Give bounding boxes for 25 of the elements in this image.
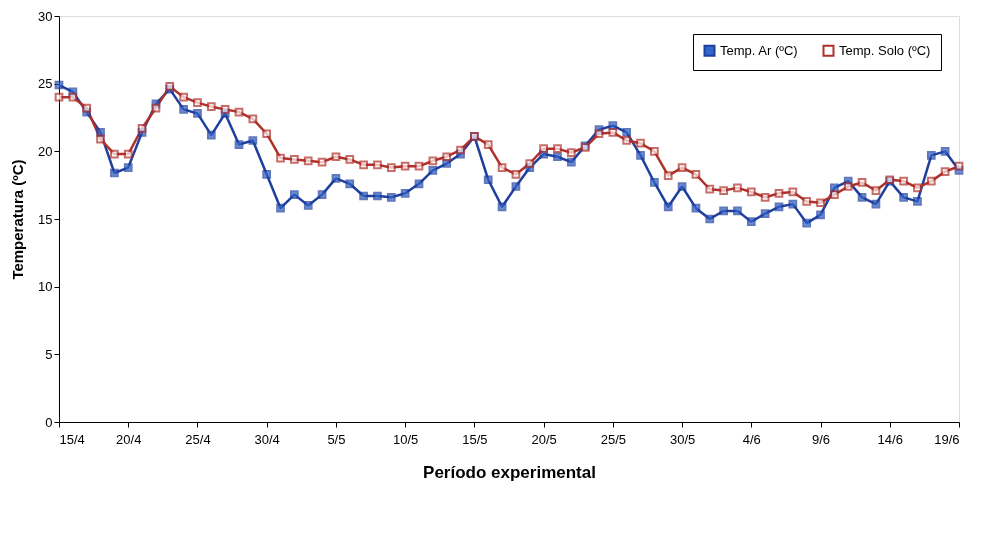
y-tick-label: 20	[38, 143, 53, 159]
x-tick-label: 30/5	[669, 431, 696, 447]
y-tick-label: 5	[45, 346, 53, 362]
y-tick-label: 25	[38, 76, 53, 92]
y-tick-label: 30	[38, 8, 53, 24]
x-tick-label: 30/4	[254, 431, 280, 447]
x-tick-label: 15/4	[59, 431, 85, 447]
x-tick-label: 4/6	[742, 431, 761, 447]
x-tick-label: 20/5	[531, 431, 557, 447]
x-tick-label: 15/5	[462, 431, 488, 447]
x-tick-label: 9/6	[812, 431, 831, 447]
x-tick-label: 10/5	[393, 431, 419, 447]
legend-label: Temp. Solo (ºC)	[839, 42, 931, 58]
x-tick-label: 5/5	[327, 431, 346, 447]
x-tick-label: 25/5	[600, 431, 626, 447]
x-axis-title: Período experimental	[423, 462, 596, 482]
y-tick-label: 0	[45, 414, 53, 430]
y-tick-label: 10	[38, 279, 53, 295]
x-tick-label: 25/4	[185, 431, 211, 447]
x-tick-label: 14/6	[877, 431, 903, 447]
y-axis-title: Temperatura (ºC)	[9, 159, 27, 280]
y-tick-label: 15	[38, 211, 53, 227]
x-tick-label: 20/4	[116, 431, 142, 447]
x-tick-label: 19/6	[934, 431, 960, 447]
legend-label: Temp. Ar (ºC)	[720, 42, 798, 58]
